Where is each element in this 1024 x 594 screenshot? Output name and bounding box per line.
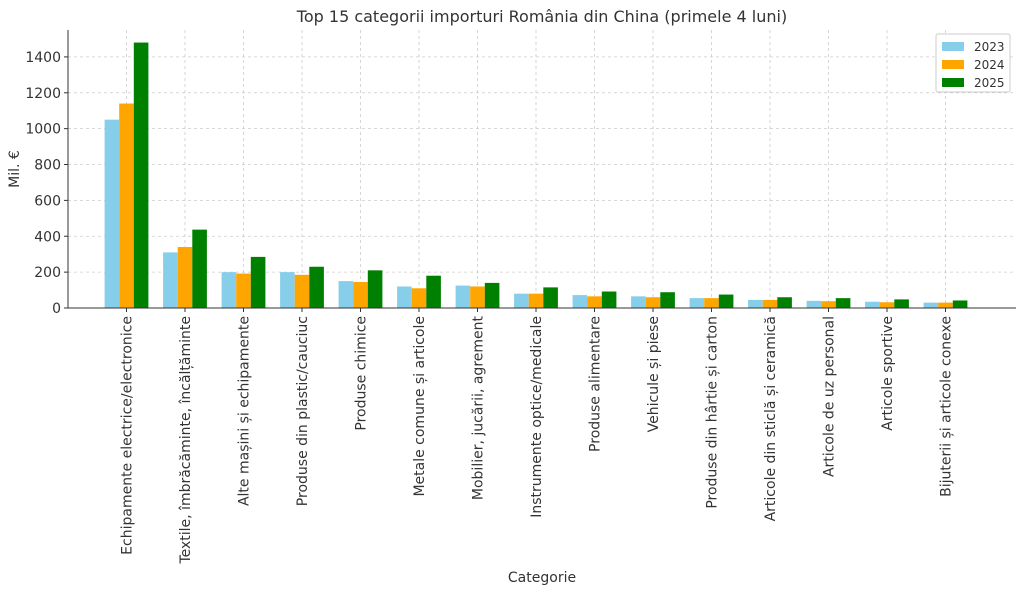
bar-2024-2 xyxy=(236,273,251,308)
bar-2023-6 xyxy=(455,285,471,308)
y-axis-label: Mil. € xyxy=(7,150,23,188)
x-tick-label: Produse din hârtie și carton xyxy=(705,316,721,509)
x-tick-label: Bijuterii și articole conexe xyxy=(939,316,955,497)
bar-2025-3 xyxy=(309,266,324,308)
chart-title: Top 15 categorii importuri România din C… xyxy=(296,7,787,26)
bar-2024-0 xyxy=(119,103,134,308)
bar-2024-10 xyxy=(704,298,719,308)
bar-2024-6 xyxy=(470,286,485,308)
bar-2025-10 xyxy=(718,294,734,308)
x-tick-label: Produse alimentare xyxy=(588,316,604,452)
legend: 2023 2024 2025 xyxy=(935,33,1011,93)
bar-2025-6 xyxy=(484,282,500,308)
x-tick-label: Alte mașini și echipamente xyxy=(237,316,253,506)
legend-swatch-2023 xyxy=(942,42,964,51)
axes-layer: 0 200 400 600 800 1000 1200 1400 Echipamente ele… xyxy=(25,30,1016,565)
bar-2025-1 xyxy=(192,229,207,308)
x-tick-label: Instrumente optice/medicale xyxy=(529,316,545,518)
bar-2023-14 xyxy=(923,302,939,308)
x-tick-label: Articole de uz personal xyxy=(822,316,838,477)
x-tick-label: Metale comune și articole xyxy=(412,316,428,497)
bar-2024-14 xyxy=(938,302,953,308)
bar-2024-11 xyxy=(762,299,778,308)
bar-2023-2 xyxy=(221,272,237,308)
y-tick-label: 1200 xyxy=(25,86,61,102)
bar-2024-13 xyxy=(879,302,895,308)
bar-2023-3 xyxy=(280,272,295,308)
bar-2025-5 xyxy=(426,275,441,308)
x-tick-label: Produse din plastic/cauciuc xyxy=(295,316,311,506)
bar-2024-3 xyxy=(294,274,310,308)
grid-layer xyxy=(68,30,1016,309)
x-tick-label: Echipamente electrice/electronice xyxy=(120,316,136,555)
y-tick-label: 400 xyxy=(34,229,61,245)
bar-2024-4 xyxy=(353,281,368,308)
x-tick-label: Articole sportive xyxy=(880,316,896,431)
bar-2025-7 xyxy=(543,287,558,308)
bar-2023-7 xyxy=(514,293,529,308)
bar-2025-4 xyxy=(367,270,383,308)
bar-2024-8 xyxy=(587,296,602,308)
bar-2024-1 xyxy=(177,247,193,308)
x-axis-label: Categorie xyxy=(508,570,576,586)
x-tick-label: Textile, îmbrăcăminte, încălțăminte xyxy=(178,316,194,565)
y-tick-label: 200 xyxy=(34,265,61,281)
legend-label: 2025 xyxy=(974,76,1005,90)
bar-2023-12 xyxy=(806,300,822,308)
x-tick-label: Vehicule și piese xyxy=(646,316,662,432)
bar-2024-5 xyxy=(411,288,427,308)
bar-2023-1 xyxy=(163,252,178,308)
x-tick-label: Produse chimice xyxy=(354,316,370,431)
y-tick-label: 0 xyxy=(52,301,61,317)
bar-2024-12 xyxy=(821,301,836,308)
bar-2025-2 xyxy=(250,256,266,308)
x-tick-label: Mobilier, jucării, agrement xyxy=(471,315,487,500)
bar-2025-11 xyxy=(777,297,792,308)
legend-label: 2024 xyxy=(974,58,1005,72)
y-tick-label: 1400 xyxy=(25,50,61,66)
bar-2023-5 xyxy=(397,286,412,308)
x-tick-label: Articole din sticlă și ceramică xyxy=(763,316,779,521)
bar-2023-10 xyxy=(689,298,705,308)
y-tick-label: 800 xyxy=(34,158,61,174)
bar-2023-9 xyxy=(631,296,646,308)
bar-2025-9 xyxy=(660,292,675,308)
bar-2023-4 xyxy=(338,281,354,308)
legend-label: 2023 xyxy=(974,40,1005,54)
y-tick-label: 1000 xyxy=(25,122,61,138)
bars-layer xyxy=(104,42,968,308)
legend-swatch-2024 xyxy=(942,60,964,69)
bar-2025-0 xyxy=(133,42,149,308)
legend-swatch-2025 xyxy=(942,78,964,87)
bar-2024-9 xyxy=(645,297,661,308)
bar-2025-8 xyxy=(601,291,617,308)
bar-2023-8 xyxy=(572,295,588,308)
bar-2025-14 xyxy=(952,300,968,308)
bar-2024-7 xyxy=(528,293,544,308)
bar-2023-11 xyxy=(748,299,763,308)
bar-2023-0 xyxy=(104,119,120,308)
bar-2025-13 xyxy=(894,299,909,308)
y-tick-label: 600 xyxy=(34,193,61,209)
bar-2023-13 xyxy=(865,301,880,308)
bar-2025-12 xyxy=(835,298,851,308)
